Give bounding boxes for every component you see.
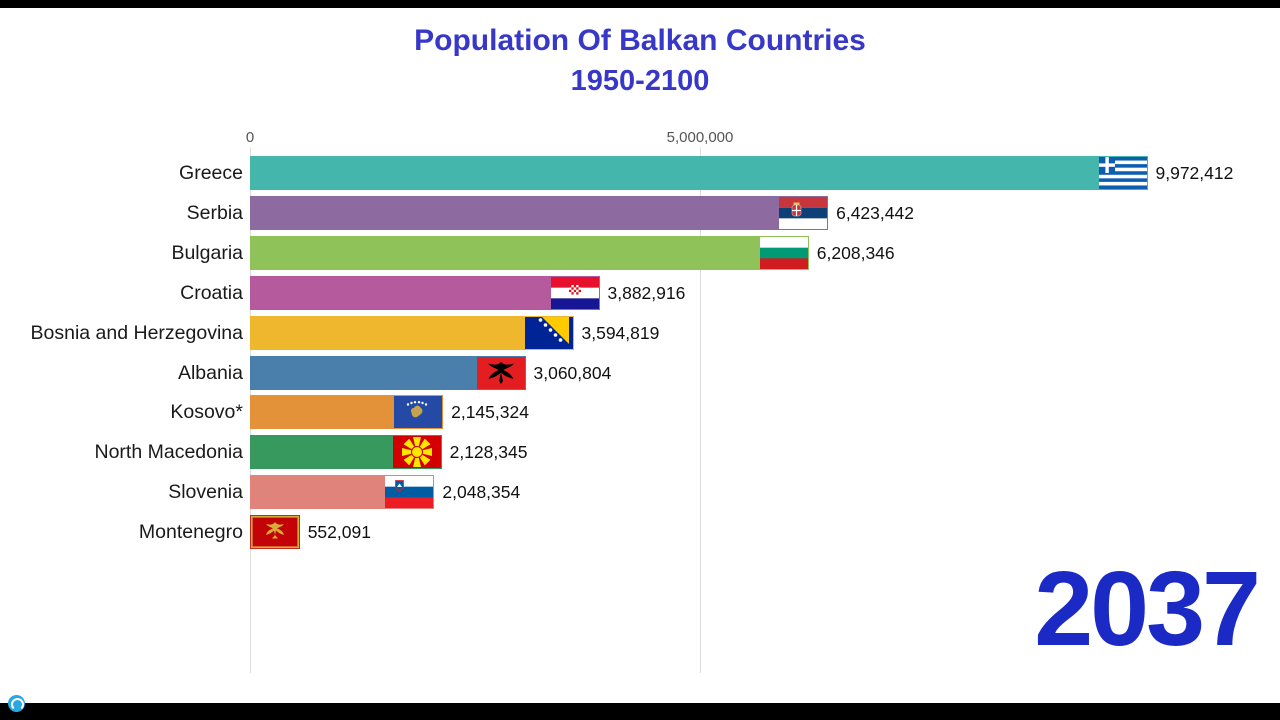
gridline-5m: [700, 148, 701, 673]
population-value: 3,594,819: [581, 322, 660, 343]
population-bar: [250, 235, 809, 270]
country-row: Slovenia 2,048,354: [0, 475, 1280, 510]
country-label: Bulgaria: [171, 241, 243, 264]
albania-flag-icon: [476, 356, 525, 389]
population-value: 6,423,442: [836, 202, 914, 223]
x-axis-tick-5m: 5,000,000: [666, 129, 734, 146]
population-value: 2,128,345: [449, 442, 528, 463]
country-label: Albania: [177, 361, 243, 384]
country-row: Montenegro 552,091: [0, 515, 1280, 550]
country-label: Bosnia and Herzegovina: [30, 321, 243, 344]
population-value: 2,048,354: [442, 482, 521, 503]
letterbox-bottom: [0, 703, 1280, 720]
population-value: 9,972,412: [1155, 163, 1234, 183]
population-bar: [250, 315, 574, 350]
population-value: 3,060,804: [533, 362, 612, 383]
population-bar: [250, 195, 829, 230]
population-bar: [250, 515, 300, 550]
chart-title: Population Of Balkan Countries: [414, 24, 866, 57]
north_macedonia-flag-icon: [392, 436, 441, 469]
country-label: Croatia: [180, 281, 243, 304]
population-value: 552,091: [307, 522, 371, 543]
x-axis-tick-zero: 0: [245, 129, 255, 146]
country-row: Greece 9,972,412: [0, 156, 1280, 190]
slovenia-flag-icon: [385, 476, 434, 509]
montenegro-flag-icon: [250, 516, 299, 549]
year-label: 2037: [1034, 550, 1261, 668]
country-label: Kosovo*: [170, 401, 243, 424]
population-bar: [250, 355, 526, 390]
watermark-icon[interactable]: [8, 695, 25, 712]
country-row: North Macedonia 2,128,345: [0, 435, 1280, 470]
bosnia-flag-icon: [524, 316, 573, 349]
chart-header: Population Of Balkan Countries 1950-2100: [0, 24, 1280, 98]
population-bar: [250, 435, 442, 470]
country-row: Serbia 6,423,442: [0, 195, 1280, 230]
population-bar: [250, 395, 444, 430]
country-label: North Macedonia: [94, 441, 244, 464]
serbia-flag-icon: [779, 196, 828, 229]
kosovo-flag-icon: [394, 396, 443, 429]
population-bar: [250, 156, 1148, 190]
population-bar: [250, 275, 600, 310]
country-label: Montenegro: [138, 521, 243, 544]
letterbox-top: [0, 0, 1280, 8]
country-row: Kosovo* 2,145,324: [0, 395, 1280, 430]
country-label: Slovenia: [168, 481, 243, 504]
country-row: Croatia 3,882,916: [0, 275, 1280, 310]
bulgaria-flag-icon: [759, 236, 808, 269]
country-label: Greece: [179, 162, 243, 184]
country-row: Bosnia and Herzegovina 3,594,819: [0, 315, 1280, 350]
chart-subtitle: 1950-2100: [570, 64, 710, 97]
population-value: 2,145,324: [451, 402, 529, 423]
population-value: 3,882,916: [607, 282, 686, 303]
country-label: Serbia: [186, 201, 243, 224]
greece-flag-icon: [1098, 157, 1147, 189]
population-value: 6,208,346: [816, 242, 895, 263]
croatia-flag-icon: [550, 276, 599, 309]
watermark-arc: [11, 698, 24, 711]
population-bar: [250, 475, 435, 510]
country-row: Bulgaria 6,208,346: [0, 235, 1280, 270]
country-row: Albania 3,060,804: [0, 355, 1280, 390]
